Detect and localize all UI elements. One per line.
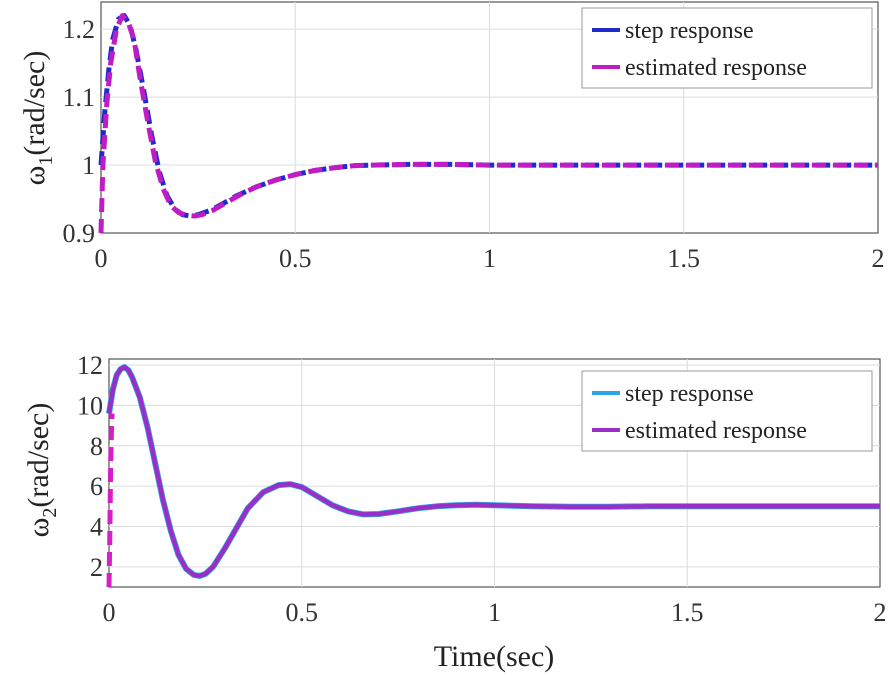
x-tick-label: 1 [488,598,501,627]
legend-label-estimated-response: estimated response [625,55,807,81]
plot-omega2-ylabel: ω2(rad/sec) [22,403,61,538]
series-line-initial-segment [106,413,115,588]
plot-omega1-legend: step response estimated response [581,7,873,89]
legend-box [581,7,873,89]
legend-box [581,370,873,452]
plot-omega2-xlabel: Time(sec) [434,640,555,673]
y-tick-label: 1.2 [63,15,96,44]
x-tick-label: 0 [103,598,116,627]
plot-omega2-y-ticks: 2 4 6 8 10 12 [77,351,103,582]
x-tick-label: 2 [872,244,885,273]
plot-omega1-y-ticks: 0.9 1 1.1 1.2 [63,15,96,248]
plot-omega2-series [106,364,880,588]
y-tick-label: 2 [90,553,103,582]
y-tick-label: 12 [77,351,103,380]
plot-omega1: 0 0.5 1 1.5 2 0.9 1 1.1 1.2 ω1(rad/sec) step re… [18,1,885,273]
x-tick-label: 1 [483,244,496,273]
y-tick-label: 10 [77,391,103,420]
y-tick-label: 4 [90,512,103,541]
plot-omega1-x-ticks: 0 0.5 1 1.5 2 [95,244,885,273]
plot-omega1-series [98,13,878,234]
x-tick-label: 1.5 [668,244,701,273]
x-tick-label: 2 [874,598,887,627]
legend-label-step-response: step response [625,18,754,44]
y-tick-label: 0.9 [63,219,96,248]
legend-label-estimated-response: estimated response [625,418,807,444]
plot-omega1-ylabel: ω1(rad/sec) [18,51,57,186]
x-tick-label: 1.5 [671,598,704,627]
series-line-estimated-response [106,364,880,579]
plot-omega2-legend: step response estimated response [581,370,873,452]
plot-omega2-x-ticks: 0 0.5 1 1.5 2 [103,598,887,627]
series-line-estimated-response [98,13,878,234]
legend-label-step-response: step response [625,381,754,407]
y-tick-label: 1 [82,151,95,180]
x-tick-label: 0 [95,244,108,273]
x-tick-label: 0.5 [286,598,319,627]
y-tick-label: 8 [90,432,103,461]
y-tick-label: 1.1 [63,83,96,112]
plot-omega2: 0 0.5 1 1.5 2 2 4 6 8 10 12 ω2(rad/sec) Time(sec)… [22,351,887,673]
x-tick-label: 0.5 [279,244,312,273]
y-tick-label: 6 [90,472,103,501]
